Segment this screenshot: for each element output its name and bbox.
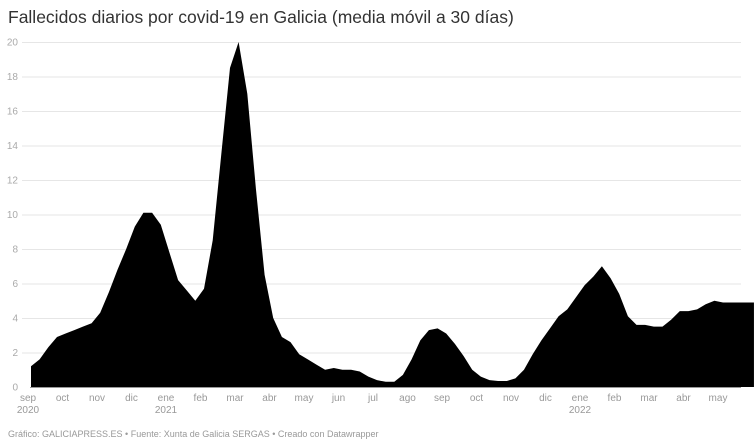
x-tick-label: feb — [194, 393, 208, 404]
y-tick-label: 20 — [7, 38, 19, 49]
x-tick-label: sep — [20, 393, 37, 404]
x-tick-label: oct — [470, 393, 484, 404]
x-tick-label: abr — [262, 393, 277, 404]
x-tick-label: ago — [399, 393, 416, 404]
y-tick-label: 2 — [12, 348, 18, 359]
x-tick-label: feb — [608, 393, 622, 404]
y-tick-label: 16 — [7, 107, 19, 118]
x-tick-label: dic — [125, 393, 138, 404]
x-tick-year-label: 2020 — [17, 405, 40, 416]
y-axis-ticks: 0 2 4 6 8 10 12 14 16 18 20 — [7, 38, 19, 394]
x-tick-label: mar — [226, 393, 244, 404]
deaths-area-series — [31, 42, 754, 387]
x-tick-label: nov — [89, 393, 105, 404]
y-tick-label: 14 — [7, 141, 19, 152]
y-tick-label: 8 — [12, 245, 18, 256]
x-tick-year-label: 2022 — [569, 405, 592, 416]
y-tick-label: 10 — [7, 210, 19, 221]
y-tick-label: 0 — [12, 383, 18, 394]
x-tick-label: jun — [331, 393, 345, 404]
x-tick-label: may — [709, 393, 728, 404]
x-tick-label: dic — [539, 393, 552, 404]
x-tick-label: abr — [676, 393, 691, 404]
x-tick-label: ene — [572, 393, 589, 404]
x-tick-label: ene — [158, 393, 175, 404]
gridlines — [22, 42, 741, 354]
y-tick-label: 4 — [12, 314, 18, 325]
x-tick-label: mar — [640, 393, 658, 404]
x-tick-label: nov — [503, 393, 519, 404]
x-tick-year-label: 2021 — [155, 405, 178, 416]
x-tick-label: may — [295, 393, 314, 404]
y-tick-label: 6 — [12, 279, 18, 290]
x-tick-label: oct — [56, 393, 70, 404]
x-tick-label: sep — [434, 393, 451, 404]
y-tick-label: 18 — [7, 72, 19, 83]
chart-footer-credits: Gráfico: GALICIAPRESS.ES • Fuente: Xunta… — [8, 429, 379, 439]
y-tick-label: 12 — [7, 176, 19, 187]
x-tick-label: jul — [367, 393, 378, 404]
chart-title: Fallecidos diarios por covid-19 en Galic… — [8, 7, 514, 27]
